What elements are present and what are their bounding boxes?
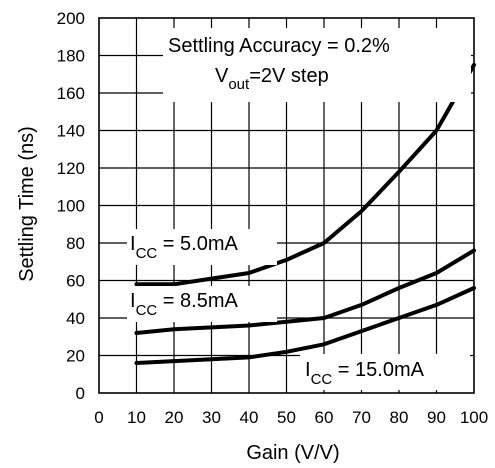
y-tick-label: 140 [57,122,85,141]
annotation-vout: Vout=2V step [215,65,329,93]
x-tick-label: 0 [94,408,103,427]
y-tick-label: 200 [57,9,85,28]
x-tick-label: 10 [127,408,146,427]
x-tick-label: 80 [390,408,409,427]
plot-frame [98,17,475,394]
y-tick-label: 20 [66,347,85,366]
annotation-background [163,28,471,102]
y-tick-label: 0 [76,384,85,403]
series-label-bg-15mA [300,354,470,390]
x-tick-label: 50 [277,408,296,427]
x-tick-label: 60 [315,408,334,427]
x-tick-label: 90 [427,408,446,427]
series-label-5mA: ICC = 5.0mA [130,233,238,262]
y-tick-label: 80 [66,234,85,253]
series-label-bg-5mA [127,229,277,265]
x-tick-label: 30 [202,408,221,427]
x-axis-title: Gain (V/V) [246,442,339,464]
series-lines [134,62,476,365]
y-tick-label: 40 [66,309,85,328]
x-tick-label: 40 [240,408,259,427]
series-line-2 [134,286,476,365]
y-axis-title: Settling Time (ns) [16,126,38,282]
series-label-bg-8mA [127,286,277,322]
y-tick-label: 100 [57,197,85,216]
x-tick-label: 100 [460,408,488,427]
series-line-1 [134,248,476,335]
y-tick-labels: 0 20 40 60 80 100 120 140 160 180 200 [57,9,85,403]
series-line-0 [134,62,476,287]
series-label-8.5mA: ICC = 8.5mA [130,290,238,319]
x-tick-labels: 0 10 20 30 40 50 60 70 80 90 100 [94,408,488,427]
y-tick-label: 60 [66,272,85,291]
annotation-accuracy: Settling Accuracy = 0.2% [168,35,390,57]
x-tick-label: 70 [352,408,371,427]
y-tick-label: 120 [57,159,85,178]
series-label-15mA: ICC = 15.0mA [305,359,425,388]
y-tick-label: 160 [57,84,85,103]
y-tick-label: 180 [57,47,85,66]
x-tick-label: 20 [165,408,184,427]
